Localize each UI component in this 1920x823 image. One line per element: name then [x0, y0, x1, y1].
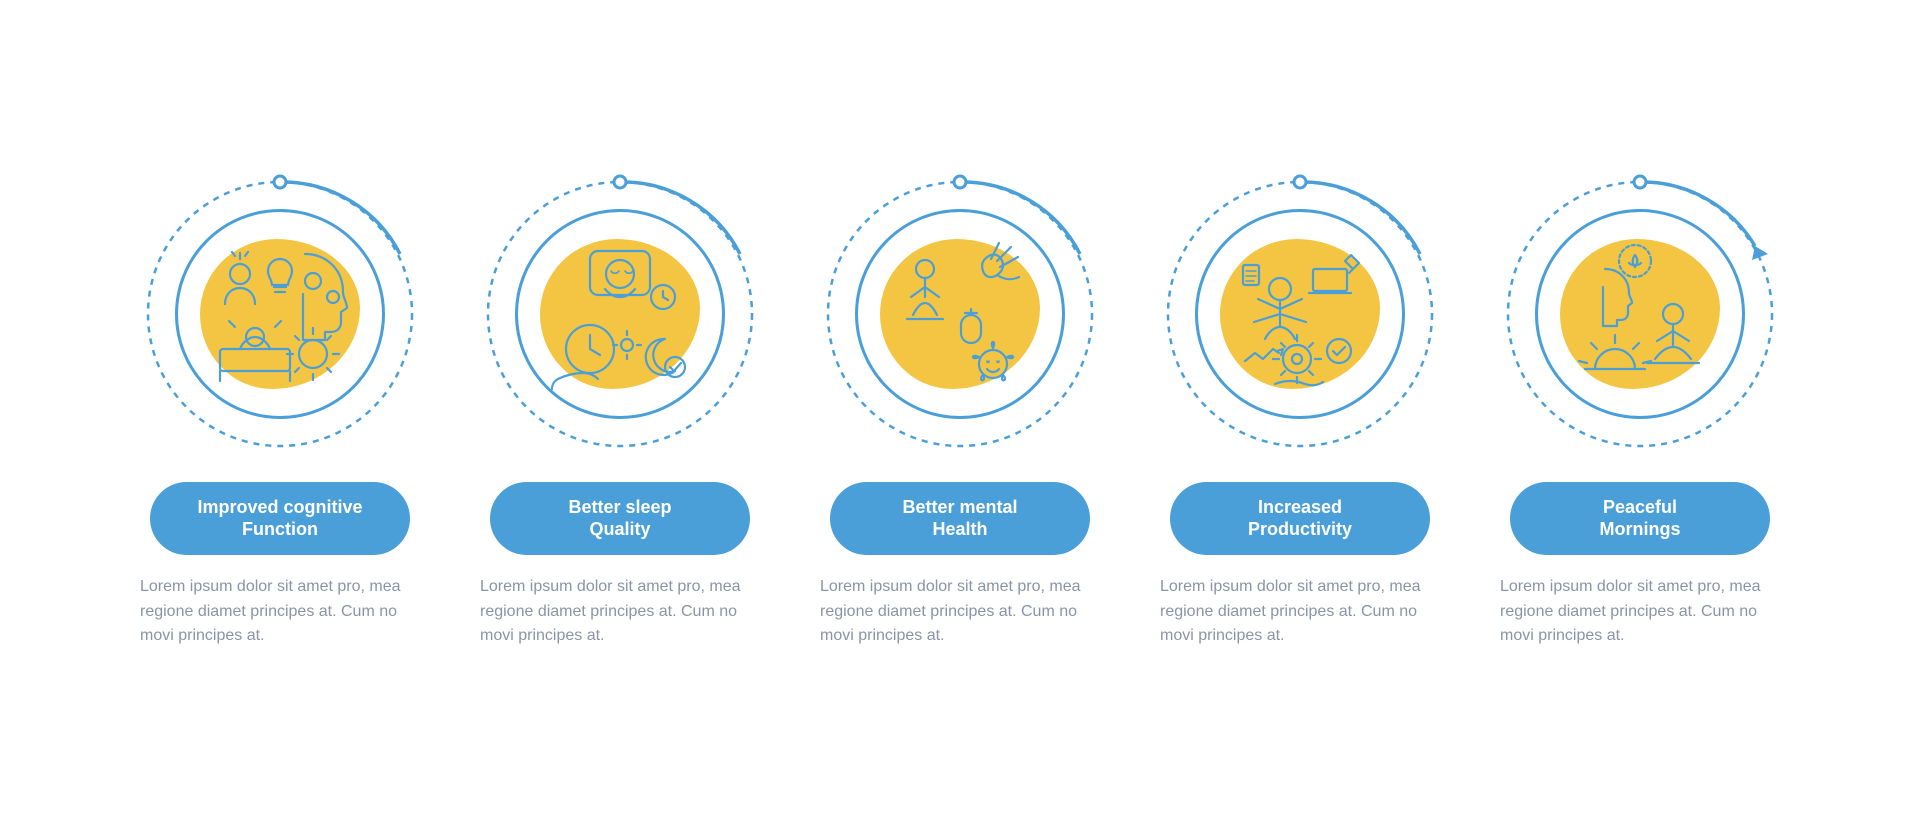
infographic-item-peaceful: Peaceful Mornings Lorem ipsum dolor sit …	[1490, 174, 1790, 649]
circle-wrap	[480, 174, 760, 454]
infographic-row: Improved cognitive Function Lorem ipsum …	[0, 134, 1920, 689]
inner-circle	[175, 209, 385, 419]
infographic-item-cognitive: Improved cognitive Function Lorem ipsum …	[130, 174, 430, 649]
item-desc: Lorem ipsum dolor sit amet pro, mea regi…	[140, 575, 420, 649]
item-title-pill: Improved cognitive Function	[150, 482, 410, 555]
item-desc: Lorem ipsum dolor sit amet pro, mea regi…	[820, 575, 1100, 649]
circle-wrap	[1160, 174, 1440, 454]
infographic-item-sleep: Better sleep Quality Lorem ipsum dolor s…	[470, 174, 770, 649]
inner-circle	[515, 209, 725, 419]
item-title-pill: Increased Productivity	[1170, 482, 1430, 555]
peaceful-mornings-icon	[1545, 219, 1735, 409]
item-desc: Lorem ipsum dolor sit amet pro, mea regi…	[1160, 575, 1440, 649]
circle-wrap	[1500, 174, 1780, 454]
mental-health-icon	[865, 219, 1055, 409]
cognitive-icon	[185, 219, 375, 409]
inner-circle	[1195, 209, 1405, 419]
item-title-pill: Better sleep Quality	[490, 482, 750, 555]
infographic-item-productivity: Increased Productivity Lorem ipsum dolor…	[1150, 174, 1450, 649]
item-title-pill: Peaceful Mornings	[1510, 482, 1770, 555]
inner-circle	[1535, 209, 1745, 419]
productivity-icon	[1205, 219, 1395, 409]
inner-circle	[855, 209, 1065, 419]
sleep-icon	[525, 219, 715, 409]
item-desc: Lorem ipsum dolor sit amet pro, mea regi…	[480, 575, 760, 649]
infographic-item-mental: Better mental Health Lorem ipsum dolor s…	[810, 174, 1110, 649]
circle-wrap	[820, 174, 1100, 454]
item-title-pill: Better mental Health	[830, 482, 1090, 555]
item-desc: Lorem ipsum dolor sit amet pro, mea regi…	[1500, 575, 1780, 649]
circle-wrap	[140, 174, 420, 454]
